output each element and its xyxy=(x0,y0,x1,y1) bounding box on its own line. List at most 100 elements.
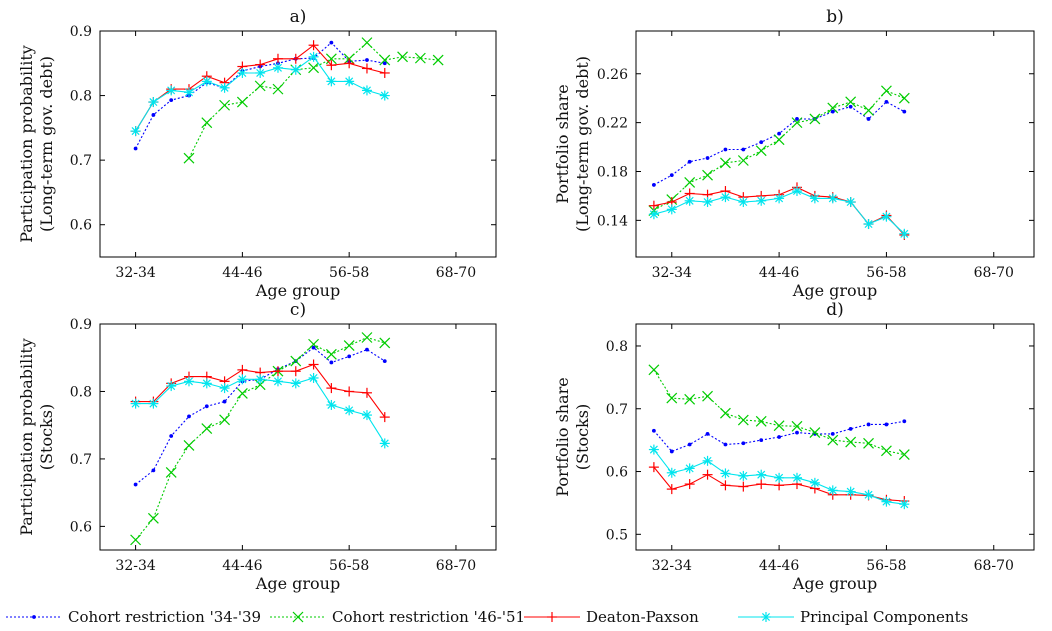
panel-2: b) 0.14 0.18 0.22 0.26 32-34 44-46 56-58 68-70 Ag… xyxy=(553,7,1035,300)
panel-3: c) 0.6 0.7 0.8 0.9 32-34 44-46 56-58 68-70 Age gr… xyxy=(17,300,497,593)
data-point xyxy=(702,390,713,402)
data-point xyxy=(648,462,659,473)
data-point xyxy=(705,156,710,160)
data-point xyxy=(290,53,301,64)
data-point xyxy=(687,159,692,164)
x-tick-label: 32-34 xyxy=(652,558,692,574)
data-point xyxy=(361,37,373,49)
data-point xyxy=(130,534,142,546)
data-point xyxy=(272,62,283,73)
data-point xyxy=(326,399,337,410)
data-point xyxy=(329,40,334,45)
data-point xyxy=(147,512,159,524)
data-point xyxy=(777,435,782,439)
data-point xyxy=(255,59,266,70)
x-tick-label: 68-70 xyxy=(436,558,476,574)
data-point xyxy=(899,228,910,239)
legend-marker xyxy=(32,615,36,619)
panel-title: b) xyxy=(826,7,844,27)
y-tick-label: 0.7 xyxy=(70,452,92,468)
data-point xyxy=(272,53,283,64)
data-point xyxy=(308,51,319,62)
data-point xyxy=(756,469,767,480)
series-line xyxy=(653,101,905,186)
x-axis-label: Age group xyxy=(255,281,340,300)
series-line xyxy=(135,346,386,486)
data-point xyxy=(881,496,892,507)
data-point xyxy=(379,337,391,349)
y-tick-label: 0.14 xyxy=(597,213,628,229)
data-point xyxy=(669,449,674,454)
plot-frame xyxy=(635,30,1035,258)
plot-frame xyxy=(99,30,497,258)
data-point xyxy=(148,398,159,409)
series-1 xyxy=(133,345,387,487)
x-axis-label: Age group xyxy=(255,574,340,593)
data-point xyxy=(845,197,856,208)
data-point xyxy=(290,355,302,367)
data-point xyxy=(347,354,352,359)
y-axis-label: Participation probability(Long-term gov.… xyxy=(17,45,56,243)
data-point xyxy=(308,372,319,383)
data-point xyxy=(237,374,248,385)
data-point xyxy=(379,438,390,449)
series-1 xyxy=(651,419,907,454)
data-point xyxy=(738,197,749,208)
series-4 xyxy=(648,186,910,239)
x-tick-label: 56-58 xyxy=(866,265,906,281)
legend-marker xyxy=(547,612,557,622)
y-tick-label: 0.7 xyxy=(606,402,628,418)
data-point xyxy=(308,40,319,51)
plot-frame xyxy=(99,323,497,551)
data-point xyxy=(830,431,835,436)
data-point xyxy=(204,404,209,409)
data-point xyxy=(183,87,194,98)
data-point xyxy=(414,52,426,64)
y-tick-label: 0.6 xyxy=(70,218,92,234)
data-point xyxy=(723,442,728,447)
data-point xyxy=(774,193,785,204)
data-point xyxy=(795,430,799,435)
data-point xyxy=(902,109,907,114)
y-tick-label: 0.5 xyxy=(606,527,628,543)
data-point xyxy=(201,117,213,129)
series-1 xyxy=(651,99,907,187)
y-tick-label: 0.6 xyxy=(606,465,628,481)
data-point xyxy=(219,82,230,93)
legend-label: Principal Components xyxy=(800,608,968,626)
y-tick-label: 0.8 xyxy=(70,89,92,105)
data-point xyxy=(687,442,692,447)
data-point xyxy=(845,436,857,448)
x-axis-label: Age group xyxy=(792,574,877,593)
data-point xyxy=(183,440,195,451)
panel-title: c) xyxy=(290,300,306,320)
data-point xyxy=(884,422,889,427)
data-point xyxy=(791,117,803,129)
data-point xyxy=(151,468,156,473)
series-3 xyxy=(648,182,910,241)
data-point xyxy=(272,366,283,377)
data-point xyxy=(222,399,227,404)
y-tick-label: 0.6 xyxy=(70,519,92,535)
y-axis-label: Portfolio share(Long-term gov. debt) xyxy=(553,56,592,232)
data-point xyxy=(884,99,889,104)
data-point xyxy=(827,193,838,204)
data-point xyxy=(151,113,156,117)
data-point xyxy=(809,477,820,488)
x-tick-label: 32-34 xyxy=(115,558,155,574)
series-1 xyxy=(133,40,387,151)
data-point xyxy=(705,431,710,436)
data-point xyxy=(702,169,713,181)
data-point xyxy=(737,155,749,166)
x-tick-label: 32-34 xyxy=(115,265,155,281)
data-point xyxy=(845,486,856,497)
data-point xyxy=(827,434,839,446)
y-tick-label: 0.9 xyxy=(70,317,92,333)
legend-entry-3: Deaton-Paxson xyxy=(524,608,699,626)
data-point xyxy=(379,412,390,423)
data-point xyxy=(669,173,674,178)
data-point xyxy=(898,92,910,104)
data-point xyxy=(344,58,355,69)
data-point xyxy=(777,131,782,136)
data-point xyxy=(773,134,785,146)
